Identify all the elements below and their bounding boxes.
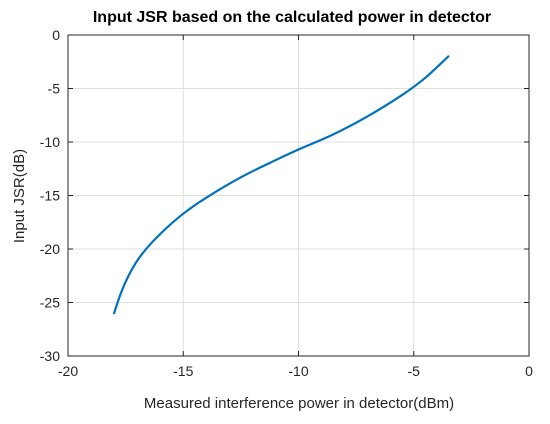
x-tick-label: -20 [58, 363, 78, 379]
series-line-0 [113, 55, 450, 315]
y-tick-label: -10 [40, 134, 60, 150]
y-tick-label: -15 [40, 188, 60, 204]
grid [67, 34, 530, 357]
x-tick-label: -15 [173, 363, 193, 379]
series-layer [113, 55, 450, 315]
y-tick-label: -25 [40, 295, 60, 311]
y-axis-label: Input JSR(dB) [11, 149, 28, 243]
ticks: -20 -15 -10 -5 0 0 -5 -10 -15 -20 -25 -30 [40, 27, 533, 379]
y-tick-label: -30 [40, 348, 60, 364]
x-axis-label: Measured interference power in detector(… [144, 395, 454, 412]
x-tick-label: -10 [288, 363, 308, 379]
chart-title: Input JSR based on the calculated power … [93, 9, 491, 26]
x-tick-label: 0 [525, 363, 533, 379]
x-tick-label: -5 [408, 363, 421, 379]
y-tick-label: 0 [52, 27, 60, 43]
y-tick-label: -5 [48, 81, 61, 97]
y-tick-label: -20 [40, 241, 60, 257]
